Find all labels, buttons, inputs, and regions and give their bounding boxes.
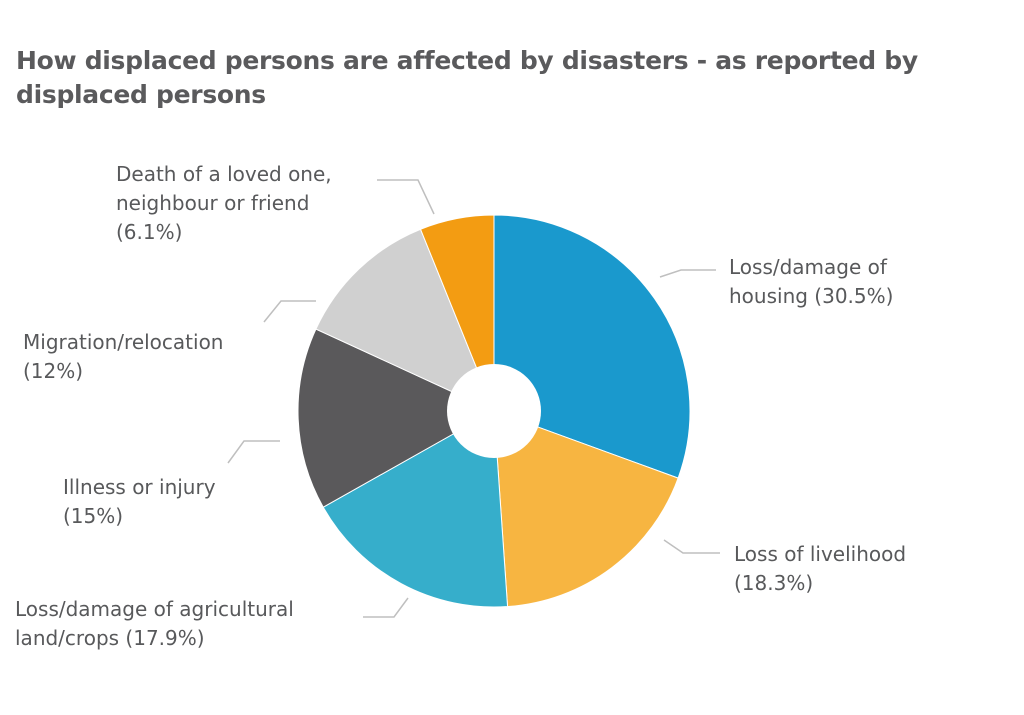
label-livelihood: Loss of livelihood (18.3%) (734, 540, 906, 598)
leader-line-illness (227, 440, 280, 464)
label-death: Death of a loved one, neighbour or frien… (116, 160, 332, 247)
pie-slice-death-of-a-loved-one-neighbour-or-friend (419, 214, 495, 412)
pie-slice-illness-or-injury (297, 328, 496, 508)
label-death-line-1: Death of a loved one, (116, 162, 332, 186)
label-death-line-3: (6.1%) (116, 220, 183, 244)
label-illness-line-1: Illness or injury (63, 475, 216, 499)
leader-line-housing (659, 269, 716, 278)
pie-slice-loss-of-livelihood (493, 410, 679, 608)
label-housing: Loss/damage of housing (30.5%) (729, 253, 893, 311)
label-housing-line-1: Loss/damage of (729, 255, 887, 279)
label-migration: Migration/relocation (12%) (23, 328, 223, 386)
leader-line-agricultural (363, 597, 409, 618)
label-death-line-2: neighbour or friend (116, 191, 310, 215)
leader-line-death (377, 179, 435, 215)
pie-slice-migration-relocation (315, 228, 495, 412)
chart-title: How displaced persons are affected by di… (16, 46, 918, 109)
label-livelihood-line-1: Loss of livelihood (734, 542, 907, 566)
pie-slice-loss-damage-of-agricultural-land-crops (322, 410, 509, 608)
label-illness-line-2: (15%) (63, 504, 124, 528)
label-illness: Illness or injury (15%) (63, 473, 216, 531)
leader-line-migration (263, 300, 316, 323)
leader-line-livelihood (663, 539, 720, 554)
label-agricultural: Loss/damage of agricultural land/crops (… (15, 595, 294, 653)
label-agricultural-line-2: land/crops (17.9%) (15, 626, 205, 650)
pie-slice-loss-damage-of-housing (493, 214, 691, 479)
label-agricultural-line-1: Loss/damage of agricultural (15, 597, 294, 621)
label-migration-line-1: Migration/relocation (23, 330, 224, 354)
label-migration-line-2: (12%) (23, 359, 84, 383)
label-livelihood-line-2: (18.3%) (734, 571, 814, 595)
label-housing-line-2: housing (30.5%) (729, 284, 894, 308)
donut-hole (447, 364, 541, 458)
